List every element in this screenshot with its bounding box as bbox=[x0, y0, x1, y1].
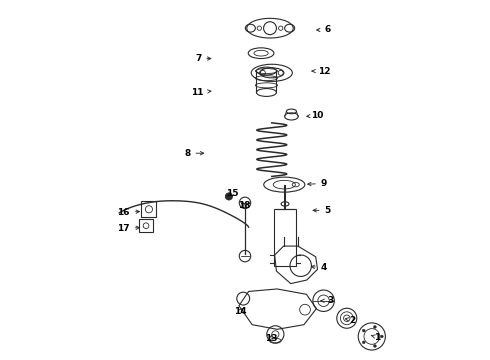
Text: 18: 18 bbox=[238, 201, 250, 210]
Text: 3: 3 bbox=[321, 296, 334, 305]
Circle shape bbox=[373, 325, 376, 328]
Text: 14: 14 bbox=[234, 307, 246, 316]
Text: 8: 8 bbox=[184, 149, 204, 158]
Text: 12: 12 bbox=[312, 67, 331, 76]
Text: 7: 7 bbox=[195, 54, 211, 63]
Circle shape bbox=[362, 341, 365, 344]
Text: 13: 13 bbox=[265, 334, 277, 343]
Text: 10: 10 bbox=[307, 111, 323, 120]
Circle shape bbox=[362, 329, 365, 332]
Text: 5: 5 bbox=[313, 206, 331, 215]
Text: 6: 6 bbox=[317, 26, 331, 35]
Text: 9: 9 bbox=[308, 179, 327, 188]
Text: 17: 17 bbox=[117, 224, 140, 233]
Circle shape bbox=[373, 345, 376, 347]
Text: 1: 1 bbox=[371, 333, 381, 342]
Text: 2: 2 bbox=[345, 315, 356, 324]
Circle shape bbox=[225, 193, 232, 200]
Circle shape bbox=[380, 335, 383, 338]
Text: 15: 15 bbox=[226, 189, 239, 198]
Text: 16: 16 bbox=[118, 208, 140, 217]
Text: 11: 11 bbox=[192, 88, 211, 97]
Text: 4: 4 bbox=[311, 263, 327, 272]
